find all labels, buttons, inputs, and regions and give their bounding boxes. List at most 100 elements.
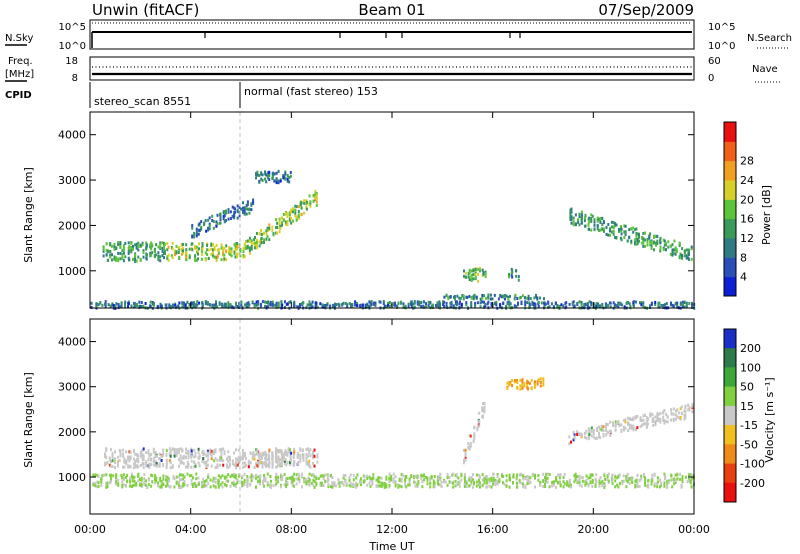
echo-cell [599, 481, 602, 485]
echo-cell [162, 474, 165, 478]
echo-cell [426, 478, 429, 482]
echo-cell [255, 232, 258, 235]
echo-cell [160, 304, 163, 308]
echo-cell [193, 481, 196, 485]
echo-cell [410, 304, 413, 308]
beam-label: Beam 01 [358, 1, 425, 19]
echo-cell [405, 475, 408, 478]
echo-cell [182, 481, 185, 485]
echo-cell [221, 302, 223, 306]
echo-cell [628, 426, 631, 430]
echo-cell [388, 472, 391, 476]
echo-cell [162, 477, 165, 481]
echo-cell [181, 456, 184, 460]
echo-cell [295, 215, 298, 219]
echo-cell [289, 448, 291, 452]
echo-cell [580, 302, 583, 306]
echo-cell [280, 463, 283, 466]
echo-cell [216, 248, 219, 252]
echo-cell [506, 381, 509, 385]
echo-cell [578, 223, 581, 227]
colorbar-tick-label: 8 [740, 251, 747, 264]
echo-cell [222, 459, 225, 463]
echo-cell [198, 454, 201, 458]
echo-cell [475, 473, 478, 477]
echo-cell [299, 303, 301, 307]
echo-cell [508, 383, 510, 387]
echo-cell [572, 216, 575, 220]
echo-cell [596, 219, 599, 223]
echo-cell [131, 475, 134, 479]
echo-cell [470, 273, 473, 277]
echo-cell [122, 473, 125, 477]
echo-cell [687, 250, 690, 254]
echo-cell [569, 212, 572, 216]
echo-cell [114, 461, 116, 465]
echo-cell [513, 304, 516, 308]
colorbar-tick-label: 20 [740, 193, 754, 206]
echo-cell [123, 465, 126, 469]
echo-cell [120, 474, 123, 478]
echo-cell [332, 305, 334, 308]
echo-cell [650, 482, 653, 486]
echo-cell [247, 465, 250, 469]
echo-cell [526, 478, 529, 482]
echo-cell [102, 246, 105, 250]
echo-cell [572, 223, 575, 227]
echo-cell [602, 425, 605, 429]
echo-cell [595, 305, 598, 309]
echo-cell [366, 302, 369, 306]
echo-cell [155, 243, 158, 247]
echo-cell [139, 257, 142, 261]
echo-cell [502, 481, 504, 485]
echo-cell [229, 249, 232, 253]
echo-cell [145, 451, 148, 455]
echo-cell [670, 303, 672, 307]
echo-cell [543, 297, 545, 301]
echo-cell [482, 414, 484, 418]
cpid-mode-2: normal (fast stereo) 153 [244, 85, 378, 98]
echo-cell [222, 215, 225, 218]
echo-cell [634, 479, 637, 483]
echo-cell [266, 472, 269, 476]
echo-cell [105, 473, 108, 477]
echo-cell [504, 294, 506, 297]
echo-cell [650, 303, 653, 307]
echo-cell [280, 485, 282, 489]
echo-cell [223, 483, 226, 487]
echo-cell [462, 294, 465, 298]
echo-cell [634, 228, 637, 232]
echo-cell [166, 482, 169, 486]
echo-cell [542, 472, 545, 476]
echo-cell [642, 232, 645, 235]
echo-cell [92, 473, 95, 477]
echo-cell [111, 244, 113, 248]
echo-cell [635, 242, 638, 246]
echo-cell [211, 219, 214, 222]
echo-cell [275, 452, 278, 456]
echo-cell [676, 415, 679, 419]
echo-cell [271, 225, 274, 229]
echo-cell [578, 474, 581, 478]
echo-cell [248, 251, 251, 255]
echo-cell [163, 242, 166, 246]
echo-cell [571, 302, 574, 306]
echo-cell [691, 404, 694, 408]
echo-cell [194, 303, 197, 307]
echo-cell [308, 194, 311, 198]
echo-cell [242, 211, 244, 215]
echo-cell [96, 473, 99, 477]
echo-cell [123, 460, 126, 464]
echo-cell [322, 477, 325, 480]
echo-cell [370, 300, 373, 304]
echo-cell [243, 210, 246, 214]
echo-cell [390, 474, 393, 478]
echo-cell [227, 305, 230, 309]
echo-cell [630, 241, 633, 245]
echo-cell [454, 484, 457, 488]
echo-cell [464, 458, 467, 462]
echo-cell [685, 256, 688, 260]
echo-cell [542, 383, 545, 387]
echo-cell [293, 484, 296, 488]
echo-cell [175, 475, 178, 479]
